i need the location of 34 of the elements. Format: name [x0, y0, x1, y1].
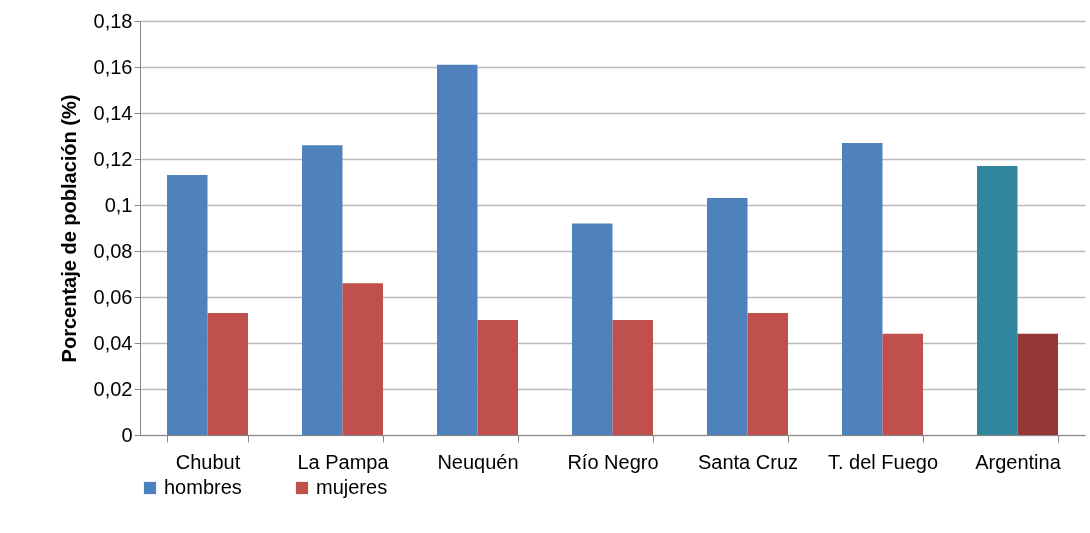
- bar: [977, 165, 1018, 435]
- bar: [207, 313, 248, 435]
- bar: [302, 145, 343, 435]
- y-tick-label: 0,06: [93, 285, 133, 308]
- bar: [842, 142, 883, 435]
- y-tick-label: 0,08: [93, 239, 133, 262]
- bar: [572, 223, 613, 435]
- legend-label: mujeres: [316, 476, 388, 498]
- bar: [342, 283, 383, 435]
- y-tick-label: 0,1: [104, 193, 133, 216]
- bar: [882, 333, 923, 435]
- y-axis-title: Porcentaje de población (%): [57, 94, 80, 363]
- x-tick-label: Argentina: [975, 450, 1062, 473]
- legend-label: hombres: [164, 476, 242, 498]
- y-tick-label: 0,02: [93, 377, 133, 400]
- x-tick-label: Chubut: [175, 450, 241, 473]
- bar: [167, 175, 208, 435]
- x-tick-label: Río Negro: [567, 450, 659, 473]
- bar: [477, 320, 518, 435]
- bar: [612, 320, 653, 435]
- x-tick-label: T. del Fuego: [827, 450, 939, 473]
- x-tick-label: Santa Cruz: [697, 450, 799, 473]
- x-tick-label: Neuquén: [437, 450, 519, 473]
- bar: [1017, 333, 1058, 435]
- y-tick-label: 0,12: [93, 147, 133, 170]
- y-tick-label: 0,18: [93, 9, 133, 32]
- x-tick-label: La Pampa: [297, 450, 390, 473]
- bar: [747, 313, 788, 435]
- y-tick-label: 0,14: [93, 101, 133, 124]
- y-tick-label: 0,16: [93, 55, 133, 78]
- y-tick-label: 0: [121, 423, 133, 446]
- bar: [707, 198, 748, 435]
- bar: [437, 64, 478, 435]
- y-tick-label: 0,04: [93, 331, 133, 354]
